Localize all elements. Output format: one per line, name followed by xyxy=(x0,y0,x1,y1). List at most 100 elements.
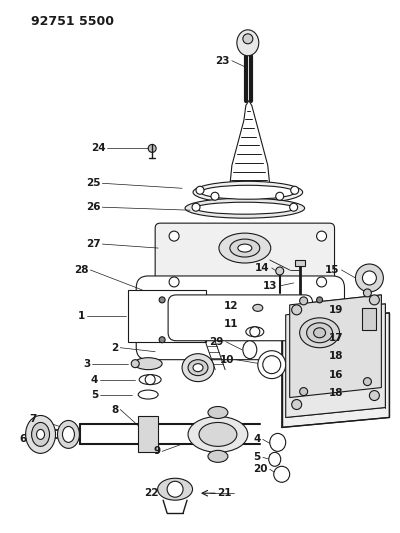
Text: 17: 17 xyxy=(329,333,344,343)
Circle shape xyxy=(292,305,302,315)
Text: 16: 16 xyxy=(329,369,344,379)
Ellipse shape xyxy=(219,233,271,263)
Circle shape xyxy=(316,337,322,343)
Ellipse shape xyxy=(193,181,303,203)
Ellipse shape xyxy=(307,323,332,343)
Ellipse shape xyxy=(253,304,263,311)
FancyBboxPatch shape xyxy=(136,276,344,360)
Ellipse shape xyxy=(131,360,139,368)
Ellipse shape xyxy=(238,244,252,252)
Circle shape xyxy=(159,297,165,303)
Ellipse shape xyxy=(200,185,295,199)
Ellipse shape xyxy=(32,423,50,446)
Text: 23: 23 xyxy=(215,56,230,66)
FancyBboxPatch shape xyxy=(155,223,334,293)
Ellipse shape xyxy=(263,356,281,374)
Circle shape xyxy=(291,186,299,194)
Text: 29: 29 xyxy=(210,337,224,347)
Text: 7: 7 xyxy=(29,415,36,424)
Bar xyxy=(128,290,206,342)
Ellipse shape xyxy=(188,360,208,376)
Ellipse shape xyxy=(158,478,192,500)
Circle shape xyxy=(159,337,165,343)
Text: 5: 5 xyxy=(91,390,98,400)
Ellipse shape xyxy=(237,30,259,56)
Circle shape xyxy=(316,231,326,241)
Ellipse shape xyxy=(26,416,56,454)
Polygon shape xyxy=(230,101,270,186)
Text: 12: 12 xyxy=(223,301,238,311)
Text: 18: 18 xyxy=(329,351,344,361)
Text: 13: 13 xyxy=(263,281,278,291)
Text: 5: 5 xyxy=(254,453,261,462)
Text: 3: 3 xyxy=(83,359,90,369)
Text: 19: 19 xyxy=(329,305,344,315)
Circle shape xyxy=(169,231,179,241)
Text: 10: 10 xyxy=(219,354,234,365)
Circle shape xyxy=(316,277,326,287)
Circle shape xyxy=(356,264,383,292)
Text: 15: 15 xyxy=(325,265,340,275)
Circle shape xyxy=(364,289,372,297)
Circle shape xyxy=(211,192,219,200)
Circle shape xyxy=(316,297,322,303)
Circle shape xyxy=(196,186,204,194)
Ellipse shape xyxy=(300,318,340,348)
Ellipse shape xyxy=(138,390,158,399)
Text: 22: 22 xyxy=(144,488,158,498)
Ellipse shape xyxy=(314,328,326,338)
Text: 14: 14 xyxy=(255,263,270,273)
FancyBboxPatch shape xyxy=(168,295,313,341)
Circle shape xyxy=(167,481,183,497)
Circle shape xyxy=(370,391,379,400)
Circle shape xyxy=(145,375,155,385)
Circle shape xyxy=(192,203,200,211)
Bar xyxy=(362,308,376,330)
Circle shape xyxy=(300,387,308,395)
Bar xyxy=(295,260,305,266)
Ellipse shape xyxy=(134,358,162,370)
Ellipse shape xyxy=(230,239,260,257)
Text: 4: 4 xyxy=(254,434,261,445)
Ellipse shape xyxy=(195,202,295,214)
Circle shape xyxy=(250,327,260,337)
Ellipse shape xyxy=(270,433,286,451)
Ellipse shape xyxy=(269,453,281,466)
Text: 11: 11 xyxy=(223,319,238,329)
Text: 18: 18 xyxy=(329,387,344,398)
Ellipse shape xyxy=(182,354,214,382)
Text: 21: 21 xyxy=(217,488,232,498)
Text: 6: 6 xyxy=(19,434,27,445)
Ellipse shape xyxy=(193,364,203,372)
Ellipse shape xyxy=(139,375,161,385)
Text: 26: 26 xyxy=(86,202,100,212)
Circle shape xyxy=(292,400,302,409)
Ellipse shape xyxy=(208,450,228,462)
Text: 9: 9 xyxy=(153,446,160,456)
Text: 20: 20 xyxy=(253,464,268,474)
Text: 1: 1 xyxy=(78,311,85,321)
Ellipse shape xyxy=(199,423,237,446)
Circle shape xyxy=(148,144,156,152)
Ellipse shape xyxy=(185,198,305,218)
Circle shape xyxy=(290,203,298,211)
Ellipse shape xyxy=(243,341,257,359)
Polygon shape xyxy=(282,313,389,427)
Ellipse shape xyxy=(58,421,80,448)
Circle shape xyxy=(276,192,284,200)
Text: 4: 4 xyxy=(91,375,98,385)
Ellipse shape xyxy=(62,426,74,442)
Text: 25: 25 xyxy=(86,179,100,188)
Ellipse shape xyxy=(243,34,253,44)
Text: 28: 28 xyxy=(74,265,88,275)
Text: 8: 8 xyxy=(111,405,118,415)
Ellipse shape xyxy=(208,407,228,418)
Text: 92751 5500: 92751 5500 xyxy=(30,15,114,28)
Circle shape xyxy=(276,267,284,275)
Circle shape xyxy=(364,377,372,385)
Ellipse shape xyxy=(246,327,264,337)
Ellipse shape xyxy=(258,351,286,378)
Text: 2: 2 xyxy=(111,343,118,353)
Circle shape xyxy=(169,277,179,287)
Ellipse shape xyxy=(188,416,248,453)
